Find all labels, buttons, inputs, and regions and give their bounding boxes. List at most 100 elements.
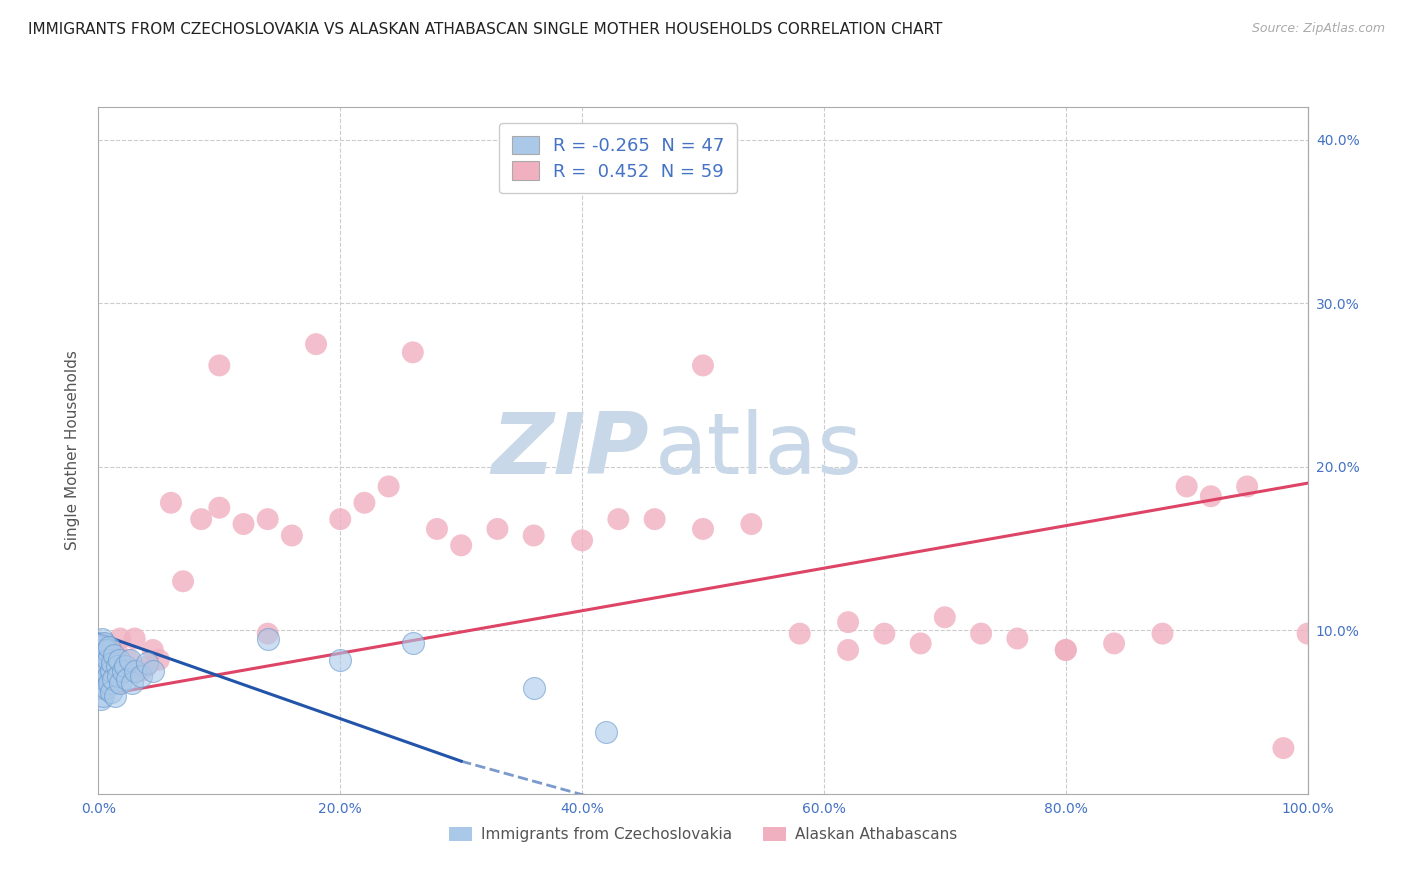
Point — [873, 626, 896, 640]
Point — [523, 528, 546, 542]
Point — [607, 512, 630, 526]
Point — [114, 659, 136, 673]
Point — [90, 675, 112, 690]
Point — [118, 653, 141, 667]
Point — [486, 522, 509, 536]
Point — [402, 345, 425, 359]
Point — [108, 675, 131, 690]
Point — [105, 659, 128, 673]
Point — [107, 669, 129, 683]
Point — [91, 659, 114, 673]
Point — [837, 643, 859, 657]
Point — [970, 626, 993, 640]
Point — [256, 512, 278, 526]
Point — [94, 681, 117, 695]
Point — [329, 653, 352, 667]
Point — [91, 632, 114, 646]
Point — [98, 675, 121, 690]
Point — [124, 632, 146, 646]
Point — [172, 574, 194, 589]
Point — [450, 538, 472, 552]
Point — [100, 656, 122, 670]
Point — [93, 659, 115, 673]
Point — [692, 522, 714, 536]
Point — [644, 512, 666, 526]
Point — [208, 500, 231, 515]
Point — [100, 664, 122, 679]
Point — [90, 640, 112, 654]
Point — [837, 615, 859, 630]
Point — [789, 626, 811, 640]
Point — [1272, 741, 1295, 756]
Point — [96, 664, 118, 679]
Point — [426, 522, 449, 536]
Point — [402, 636, 425, 650]
Point — [692, 359, 714, 373]
Point — [1054, 643, 1077, 657]
Point — [94, 664, 117, 679]
Legend: Immigrants from Czechoslovakia, Alaskan Athabascans: Immigrants from Czechoslovakia, Alaskan … — [443, 821, 963, 848]
Point — [93, 673, 115, 687]
Point — [97, 653, 120, 667]
Point — [97, 669, 120, 683]
Point — [910, 636, 932, 650]
Point — [93, 656, 115, 670]
Point — [91, 681, 114, 695]
Point — [329, 512, 352, 526]
Point — [740, 516, 762, 531]
Point — [129, 669, 152, 683]
Point — [101, 673, 124, 687]
Y-axis label: Single Mother Households: Single Mother Households — [65, 351, 80, 550]
Point — [111, 664, 134, 679]
Point — [118, 653, 141, 667]
Point — [101, 653, 124, 667]
Text: Source: ZipAtlas.com: Source: ZipAtlas.com — [1251, 22, 1385, 36]
Point — [523, 681, 546, 695]
Point — [100, 685, 122, 699]
Point — [1054, 643, 1077, 657]
Point — [100, 640, 122, 654]
Point — [93, 636, 115, 650]
Point — [256, 632, 278, 646]
Point — [256, 626, 278, 640]
Point — [91, 643, 114, 657]
Point — [90, 664, 112, 679]
Point — [96, 659, 118, 673]
Point — [135, 656, 157, 670]
Point — [91, 689, 114, 703]
Point — [1152, 626, 1174, 640]
Point — [305, 337, 328, 351]
Point — [142, 643, 165, 657]
Point — [1296, 626, 1319, 640]
Point — [90, 664, 112, 679]
Point — [160, 496, 183, 510]
Point — [1199, 489, 1222, 503]
Point — [105, 643, 128, 657]
Point — [1236, 479, 1258, 493]
Point — [111, 664, 134, 679]
Point — [90, 653, 112, 667]
Point — [190, 512, 212, 526]
Point — [571, 533, 593, 548]
Point — [135, 659, 157, 673]
Point — [90, 692, 112, 706]
Point — [108, 653, 131, 667]
Point — [108, 632, 131, 646]
Text: ZIP: ZIP — [491, 409, 648, 492]
Point — [1175, 479, 1198, 493]
Point — [98, 640, 121, 654]
Point — [97, 653, 120, 667]
Point — [121, 675, 143, 690]
Text: atlas: atlas — [655, 409, 863, 492]
Point — [91, 669, 114, 683]
Point — [208, 359, 231, 373]
Point — [117, 673, 139, 687]
Point — [96, 643, 118, 657]
Point — [129, 664, 152, 679]
Point — [377, 479, 399, 493]
Point — [148, 653, 170, 667]
Point — [934, 610, 956, 624]
Point — [103, 648, 125, 662]
Point — [91, 636, 114, 650]
Point — [232, 516, 254, 531]
